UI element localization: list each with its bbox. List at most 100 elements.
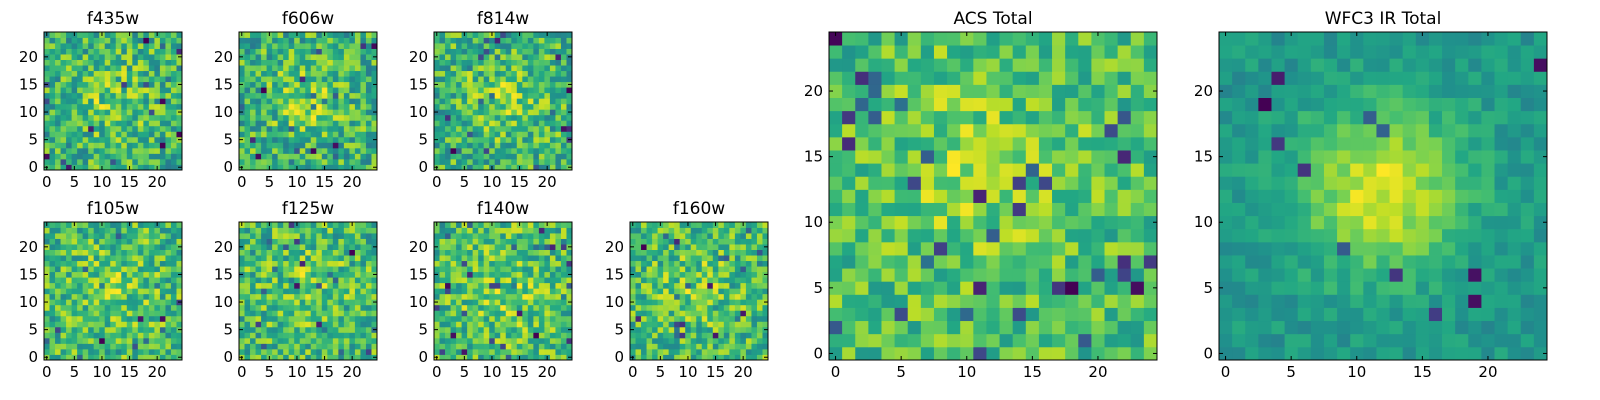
- heatmap-cell: [641, 326, 647, 333]
- heatmap-cell: [159, 147, 166, 154]
- heatmap-cell: [450, 81, 457, 88]
- heatmap-cell: [148, 255, 155, 262]
- heatmap-cell: [1091, 268, 1105, 282]
- heatmap-cell: [110, 125, 117, 132]
- heatmap-cell: [360, 343, 367, 350]
- heatmap-cell: [338, 81, 345, 88]
- heatmap-cell: [310, 142, 317, 149]
- heatmap-cell: [527, 142, 534, 149]
- heatmap-cell: [663, 282, 670, 289]
- heatmap-cell: [349, 114, 356, 121]
- heatmap-cell: [288, 233, 295, 239]
- heatmap-cell: [533, 142, 540, 149]
- heatmap-cell: [327, 266, 334, 273]
- heatmap-cell: [77, 299, 84, 306]
- heatmap-cell: [712, 293, 719, 300]
- heatmap-cell: [338, 70, 345, 77]
- heatmap-cell: [332, 76, 339, 83]
- heatmap-cell: [343, 109, 350, 116]
- heatmap-cell: [478, 299, 485, 306]
- heatmap-cell: [321, 348, 328, 355]
- heatmap-cell: [511, 244, 518, 250]
- heatmap-cell: [478, 277, 485, 284]
- heatmap-cell: [729, 293, 736, 300]
- heatmap-cell: [511, 299, 518, 306]
- heatmap-cell: [500, 103, 507, 110]
- heatmap-cell: [566, 120, 573, 127]
- heatmap-cell: [132, 37, 139, 44]
- heatmap-cell: [555, 321, 562, 328]
- heatmap-cell: [310, 332, 317, 339]
- heatmap-cell: [332, 282, 339, 289]
- heatmap-cell: [154, 255, 161, 262]
- heatmap-cell: [55, 304, 61, 311]
- heatmap-cell: [115, 87, 122, 94]
- heatmap-cell: [305, 98, 312, 105]
- heatmap-cell: [360, 315, 367, 322]
- heatmap-cell: [143, 249, 150, 256]
- heatmap-cell: [349, 315, 356, 322]
- heatmap-cell: [1025, 268, 1040, 282]
- heatmap-cell: [176, 32, 183, 38]
- heatmap-cell: [907, 268, 922, 282]
- heatmap-cell: [288, 304, 295, 311]
- heatmap-cell: [338, 109, 345, 116]
- heatmap-cell: [148, 54, 155, 60]
- heatmap-cell: [999, 215, 1014, 230]
- heatmap-cell: [723, 304, 730, 311]
- heatmap-cell: [148, 354, 155, 361]
- heatmap-cell: [159, 76, 166, 83]
- heatmap-cell: [467, 277, 474, 284]
- heatmap-cell: [288, 37, 295, 44]
- heatmap-cell: [456, 288, 462, 295]
- heatmap-cell: [71, 244, 78, 250]
- heatmap-cell: [305, 354, 312, 361]
- heatmap-cell: [560, 103, 567, 110]
- heatmap-cell: [77, 65, 84, 72]
- heatmap-cell: [294, 304, 301, 311]
- heatmap-cell: [88, 255, 95, 262]
- heatmap-cell: [71, 332, 78, 339]
- heatmap-cell: [283, 315, 290, 322]
- heatmap-cell: [555, 282, 562, 289]
- heatmap-cell: [332, 249, 339, 256]
- heatmap-cell: [277, 271, 284, 278]
- heatmap-cell: [310, 81, 317, 88]
- heatmap-cell: [371, 321, 378, 328]
- heatmap-cell: [283, 222, 290, 228]
- heatmap-cell: [560, 136, 567, 143]
- heatmap-cell: [461, 227, 468, 234]
- heatmap-cell: [332, 114, 339, 121]
- heatmap-cell: [88, 147, 95, 154]
- heatmap-cell: [365, 43, 372, 49]
- heatmap-cell: [500, 153, 507, 160]
- heatmap-cell: [560, 255, 567, 262]
- heatmap-cell: [511, 288, 518, 295]
- heatmap-cell: [272, 70, 279, 77]
- heatmap-cell: [478, 332, 485, 339]
- heatmap-cell: [165, 271, 172, 278]
- heatmap-cell: [740, 282, 747, 289]
- heatmap-cell: [538, 153, 545, 160]
- heatmap-cell: [494, 87, 501, 94]
- heatmap-cell: [343, 54, 350, 60]
- heatmap-cell: [338, 147, 345, 154]
- heatmap-cell: [239, 249, 245, 256]
- heatmap-cell: [527, 114, 534, 121]
- heatmap-cell: [933, 307, 948, 322]
- heatmap-cell: [272, 260, 279, 267]
- heatmap-cell: [250, 87, 256, 94]
- heatmap-cell: [456, 32, 462, 38]
- heatmap-cell: [544, 81, 551, 88]
- heatmap-cell: [842, 176, 856, 190]
- heatmap-cell: [148, 337, 155, 344]
- heatmap-cell: [99, 238, 106, 245]
- heatmap-cell: [646, 332, 653, 339]
- axes-frame: [43, 221, 183, 361]
- heatmap-cell: [244, 103, 251, 110]
- heatmap-cell: [652, 299, 658, 306]
- heatmap-cell: [723, 282, 730, 289]
- heatmap-cell: [505, 87, 512, 94]
- heatmap-cell: [555, 310, 562, 317]
